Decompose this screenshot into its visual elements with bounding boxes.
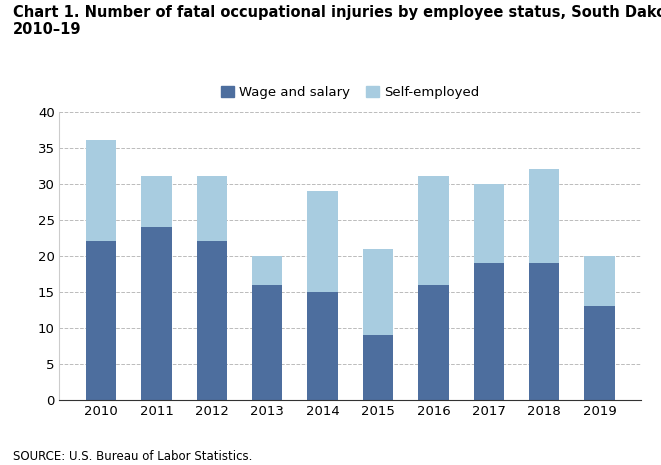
Text: SOURCE: U.S. Bureau of Labor Statistics.: SOURCE: U.S. Bureau of Labor Statistics. <box>13 450 253 463</box>
Bar <box>86 241 116 400</box>
Bar <box>197 241 227 400</box>
Bar <box>197 177 227 241</box>
Bar <box>473 184 504 263</box>
Bar <box>529 169 559 263</box>
Bar <box>363 335 393 400</box>
Text: Chart 1. Number of fatal occupational injuries by employee status, South Dakota,: Chart 1. Number of fatal occupational in… <box>13 5 661 37</box>
Bar <box>86 140 116 241</box>
Bar <box>473 263 504 400</box>
Bar <box>307 191 338 292</box>
Bar <box>141 177 172 227</box>
Bar <box>252 256 282 285</box>
Bar <box>584 256 615 306</box>
Bar <box>529 263 559 400</box>
Bar <box>141 227 172 400</box>
Legend: Wage and salary, Self-employed: Wage and salary, Self-employed <box>215 81 485 104</box>
Bar <box>584 306 615 400</box>
Bar <box>363 248 393 335</box>
Bar <box>307 292 338 400</box>
Bar <box>252 285 282 400</box>
Bar <box>418 285 449 400</box>
Bar <box>418 177 449 285</box>
